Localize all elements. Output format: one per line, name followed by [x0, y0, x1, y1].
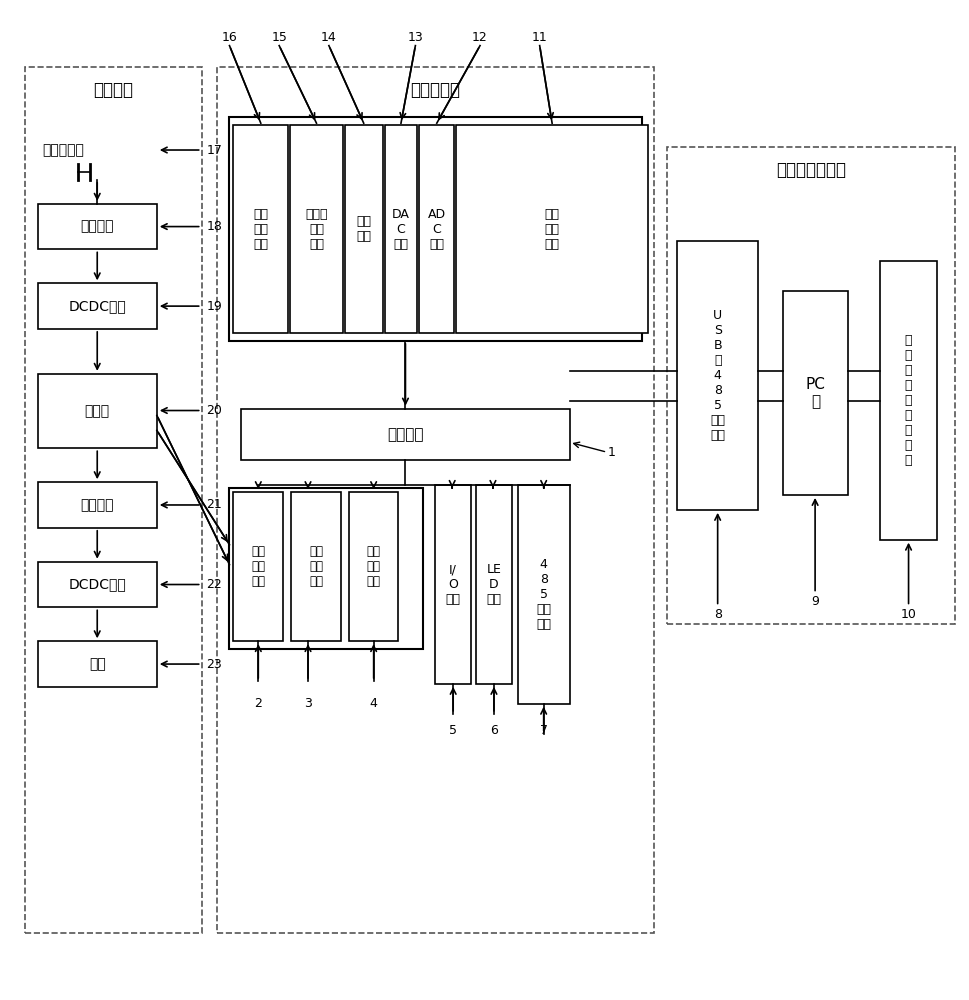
Text: LE
D
模块: LE D 模块 — [485, 563, 501, 606]
Text: 电池组: 电池组 — [84, 404, 109, 418]
FancyBboxPatch shape — [230, 488, 422, 649]
Text: 12: 12 — [472, 31, 487, 44]
FancyBboxPatch shape — [783, 291, 847, 495]
FancyBboxPatch shape — [38, 283, 157, 329]
Text: 电压
采集
模块: 电压 采集 模块 — [309, 545, 323, 588]
FancyBboxPatch shape — [38, 204, 157, 249]
Text: 保护
功能
模块: 保护 功能 模块 — [544, 208, 559, 251]
Text: 10: 10 — [899, 608, 916, 621]
Text: 22: 22 — [206, 578, 222, 591]
Text: DA
C
模块: DA C 模块 — [391, 208, 410, 251]
Text: 9: 9 — [810, 595, 818, 608]
Text: 11: 11 — [531, 31, 547, 44]
Text: 14: 14 — [321, 31, 336, 44]
Text: I/
O
模块: I/ O 模块 — [445, 563, 460, 606]
FancyBboxPatch shape — [879, 261, 936, 540]
FancyBboxPatch shape — [38, 374, 157, 448]
Text: 7: 7 — [539, 724, 547, 737]
FancyBboxPatch shape — [241, 409, 569, 460]
Text: 1: 1 — [607, 446, 614, 459]
Text: 23: 23 — [206, 658, 222, 671]
Text: 温度
采集
模块: 温度 采集 模块 — [366, 545, 380, 588]
Text: PC
机: PC 机 — [805, 377, 825, 409]
Text: 三极管
放大
模块: 三极管 放大 模块 — [305, 208, 328, 251]
FancyBboxPatch shape — [291, 492, 340, 641]
Text: 开关
阵列
模块: 开关 阵列 模块 — [253, 208, 268, 251]
Text: 4: 4 — [369, 697, 377, 710]
Text: AD
C
模块: AD C 模块 — [427, 208, 446, 251]
Text: 放电开关: 放电开关 — [80, 498, 114, 512]
Text: 15: 15 — [271, 31, 287, 44]
Text: 半
实
物
平
台
监
控
界
面: 半 实 物 平 台 监 控 界 面 — [904, 334, 912, 467]
FancyBboxPatch shape — [234, 492, 283, 641]
Text: 风机
模块: 风机 模块 — [356, 215, 371, 243]
Text: 充电开关: 充电开关 — [80, 220, 114, 234]
Text: 半实物平台: 半实物平台 — [410, 81, 460, 99]
Text: 8: 8 — [713, 608, 721, 621]
FancyBboxPatch shape — [230, 117, 641, 341]
Text: 5: 5 — [449, 724, 456, 737]
FancyBboxPatch shape — [38, 482, 157, 528]
Text: DCDC模块: DCDC模块 — [68, 578, 126, 592]
FancyBboxPatch shape — [38, 641, 157, 687]
Text: 主处理器: 主处理器 — [387, 427, 423, 442]
Text: 13: 13 — [407, 31, 422, 44]
FancyBboxPatch shape — [419, 125, 453, 333]
FancyBboxPatch shape — [455, 125, 647, 333]
Text: 19: 19 — [206, 300, 222, 313]
Text: 3: 3 — [303, 697, 312, 710]
Text: 4
8
5
通信
模块: 4 8 5 通信 模块 — [536, 558, 550, 631]
Text: 20: 20 — [206, 404, 222, 417]
Text: 21: 21 — [206, 498, 222, 511]
FancyBboxPatch shape — [476, 485, 512, 684]
Text: 充电端入口: 充电端入口 — [43, 143, 84, 157]
FancyBboxPatch shape — [676, 241, 758, 510]
Text: 电流
采集
模块: 电流 采集 模块 — [251, 545, 266, 588]
Text: 计算机控制单元: 计算机控制单元 — [775, 161, 845, 179]
FancyBboxPatch shape — [349, 492, 398, 641]
FancyBboxPatch shape — [38, 562, 157, 607]
Text: 17: 17 — [206, 144, 222, 157]
FancyBboxPatch shape — [234, 125, 288, 333]
Text: 2: 2 — [254, 697, 262, 710]
FancyBboxPatch shape — [384, 125, 417, 333]
Text: DCDC模块: DCDC模块 — [68, 299, 126, 313]
Text: 16: 16 — [221, 31, 237, 44]
FancyBboxPatch shape — [435, 485, 471, 684]
FancyBboxPatch shape — [290, 125, 342, 333]
FancyBboxPatch shape — [517, 485, 569, 704]
FancyBboxPatch shape — [344, 125, 382, 333]
Text: 负载: 负载 — [89, 657, 106, 671]
Text: 18: 18 — [206, 220, 222, 233]
Text: U
S
B
转
4
8
5
通信
模块: U S B 转 4 8 5 通信 模块 — [709, 309, 725, 442]
Text: 外部电路: 外部电路 — [93, 81, 133, 99]
Text: 6: 6 — [489, 724, 497, 737]
